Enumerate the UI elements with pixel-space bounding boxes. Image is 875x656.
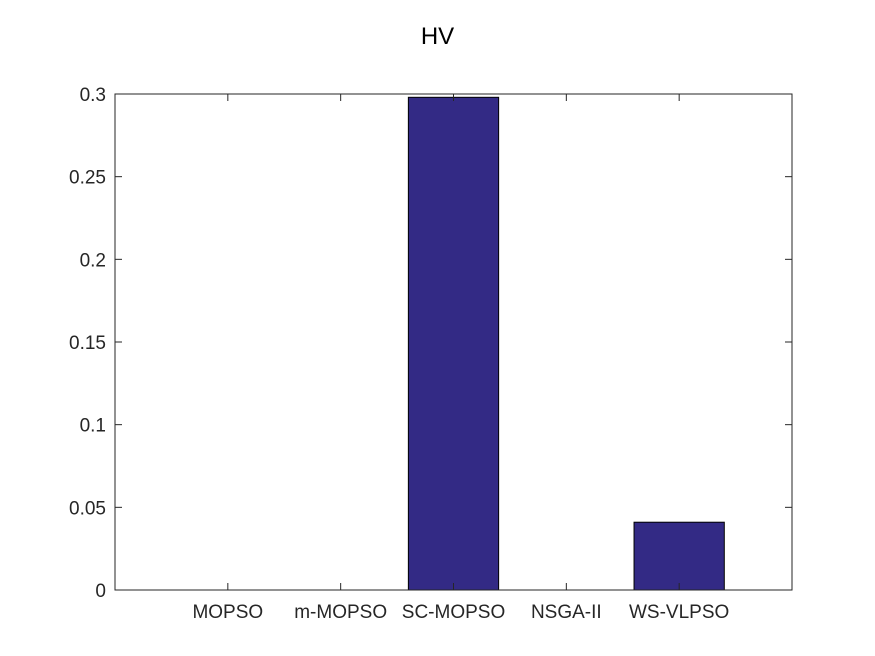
y-tick-label: 0.15: [69, 333, 106, 354]
y-tick-label: 0.05: [69, 498, 106, 519]
bars-layer: [182, 96, 725, 591]
y-tick-label: 0.1: [80, 416, 106, 437]
bar-ws-vlpso: [633, 521, 725, 591]
x-tick-label: NSGA-II: [531, 602, 602, 623]
y-tick-label: 0.2: [80, 250, 106, 271]
x-axis-ticks: MOPSO m-MOPSO SC-MOPSO NSGA-II WS-VLPSO: [192, 94, 729, 623]
x-tick-label: WS-VLPSO: [629, 602, 729, 623]
y-tick-label: 0.3: [80, 85, 106, 106]
x-tick-label: MOPSO: [192, 602, 263, 623]
y-tick-label: 0: [95, 581, 106, 602]
x-tick-label: SC-MOPSO: [402, 602, 505, 623]
chart-title: HV: [421, 23, 454, 50]
x-tick-label: m-MOPSO: [294, 602, 387, 623]
y-tick-label: 0.25: [69, 168, 106, 189]
bar-sc-mopso: [407, 96, 500, 591]
y-axis-ticks: 0 0.05 0.1 0.15 0.2 0.25 0.3: [69, 85, 792, 602]
